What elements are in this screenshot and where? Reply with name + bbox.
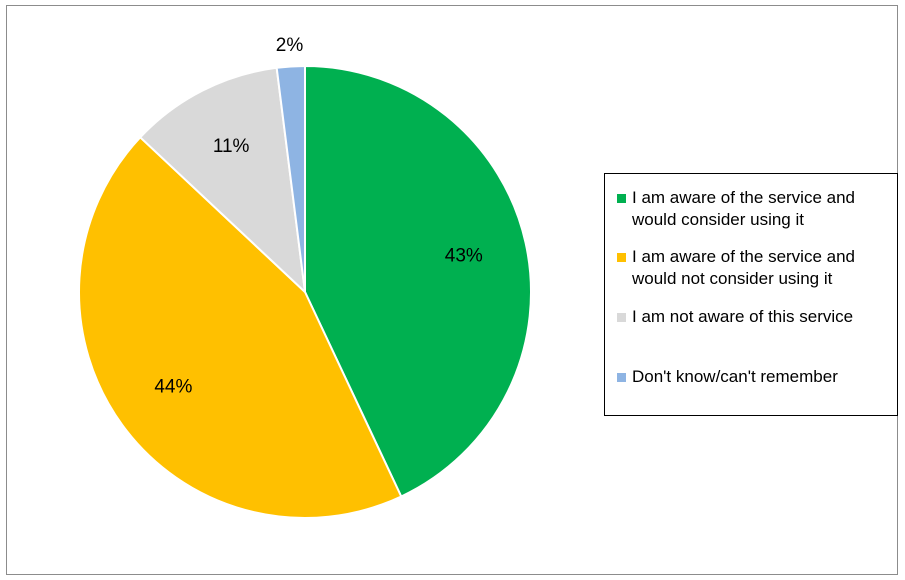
pie-data-labels: 43% 44% 11% 2% — [154, 35, 483, 397]
data-label-aware-would-not-consider: 44% — [154, 377, 192, 398]
legend-label: Don't know/can't remember — [632, 367, 838, 386]
legend-swatch — [617, 313, 626, 322]
legend-label: I am aware of the service and would not … — [632, 247, 856, 288]
legend-label: I am aware of the service and would cons… — [632, 188, 856, 229]
pie-slice-aware-would-consider — [304, 64, 532, 498]
legend-swatch — [617, 373, 626, 382]
pie-slice-not-aware — [138, 66, 307, 295]
pie-slice-dont-know — [275, 64, 306, 293]
data-label-dont-know: 2% — [276, 35, 304, 56]
data-label-not-aware: 11% — [213, 136, 250, 157]
legend-item-dont-know: Don't know/can't remember — [617, 366, 894, 388]
chart-frame: 43% 44% 11% 2% I am aware of the service an… — [6, 5, 898, 575]
data-label-aware-would-consider: 43% — [445, 246, 483, 267]
legend-item-not-aware: I am not aware of this service — [617, 306, 894, 328]
legend-label: I am not aware of this service — [632, 307, 854, 326]
pie-slices — [78, 64, 532, 519]
legend-item-aware-would-not-consider: I am aware of the service and would not … — [617, 246, 894, 290]
legend-swatch — [617, 253, 626, 262]
legend-item-aware-would-consider: I am aware of the service and would cons… — [617, 187, 894, 231]
pie-chart: 43% 44% 11% 2% — [78, 35, 532, 519]
legend-swatch — [617, 194, 626, 203]
legend: I am aware of the service and would cons… — [604, 173, 898, 416]
pie-slice-aware-would-not-consider — [78, 135, 403, 519]
